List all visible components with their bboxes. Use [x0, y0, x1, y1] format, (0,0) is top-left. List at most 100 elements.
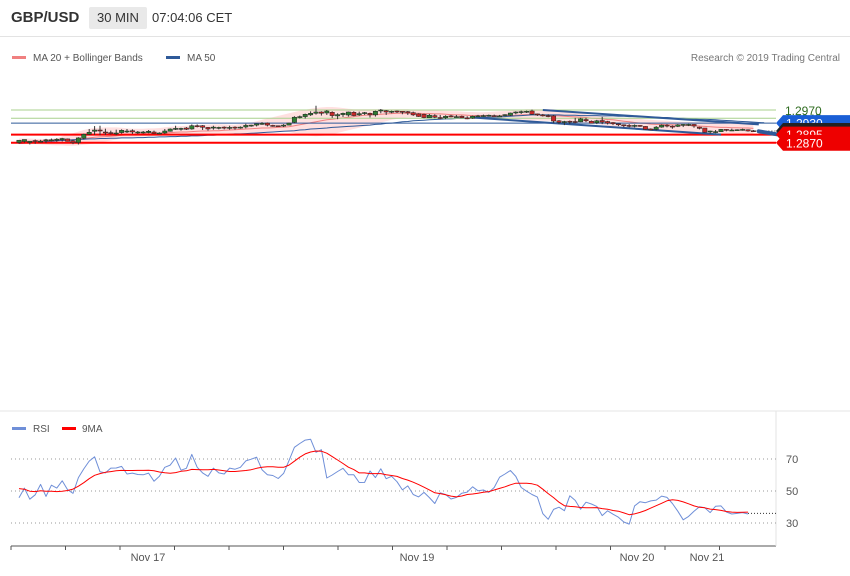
candle-body — [345, 111, 351, 116]
candle-body — [421, 114, 427, 118]
candle-body — [491, 115, 497, 117]
x-axis-label: Nov 17 — [131, 552, 166, 564]
channel-upper-line — [542, 109, 759, 126]
candle-body — [578, 118, 584, 123]
level-label-1.2970: 1.2970 — [785, 104, 822, 118]
rsi-tick-label: 50 — [786, 486, 798, 498]
candle-body — [453, 116, 459, 118]
candle-body — [210, 126, 216, 129]
candle-body — [486, 114, 492, 117]
candle-body — [308, 113, 314, 116]
candle-body — [583, 119, 589, 122]
candle-body — [464, 117, 470, 120]
candle-body — [394, 110, 400, 113]
candle-body — [113, 132, 119, 135]
candle-body — [102, 131, 108, 134]
candle-body — [653, 126, 659, 130]
candle-body — [626, 125, 632, 127]
candle-body — [275, 125, 281, 127]
candle-body — [588, 120, 594, 124]
candle-body — [59, 138, 65, 141]
candle-body — [189, 125, 195, 130]
legend-swatch-ma50 — [166, 56, 180, 59]
candle-body — [205, 127, 211, 130]
chart-header: GBP/USD 30 MIN 07:04:06 CET — [0, 0, 850, 37]
candle-body — [216, 127, 222, 129]
candle-body — [243, 125, 249, 128]
legend-swatch-ma20 — [12, 56, 26, 59]
candle-body — [696, 126, 702, 129]
candle-body — [707, 130, 713, 133]
candle-body — [702, 127, 708, 133]
candle-body — [70, 140, 76, 144]
candle-body — [642, 126, 648, 130]
rsi-line — [18, 438, 749, 525]
candle-body — [524, 111, 530, 113]
candle-body — [545, 115, 551, 117]
symbol-label: GBP/USD — [11, 9, 80, 26]
timeframe-button[interactable]: 30 MIN — [89, 7, 147, 29]
candle-body — [178, 128, 184, 130]
x-axis-label: Nov 20 — [620, 552, 655, 564]
candle-body — [675, 124, 681, 127]
candle-body — [254, 123, 260, 126]
legend-swatch-rsi-ma — [62, 427, 76, 430]
candle-body — [32, 140, 38, 142]
candle-body — [686, 124, 692, 126]
x-axis-label: Nov 21 — [690, 552, 725, 564]
candle-body — [21, 139, 27, 142]
candle-body — [610, 122, 616, 125]
candle-body — [567, 120, 573, 123]
candle-body — [54, 138, 60, 141]
candle-body — [540, 114, 546, 117]
candle-body — [167, 128, 173, 132]
legend-label-rsi: RSI — [33, 424, 50, 435]
candle-body — [669, 125, 675, 128]
candle-body — [389, 111, 395, 113]
candle-body — [194, 125, 200, 127]
candle-body — [475, 115, 481, 118]
candle-body — [156, 132, 162, 135]
candle-body — [615, 123, 621, 126]
candle-body — [124, 130, 130, 133]
legend-label-rsi-ma: 9MA — [82, 424, 103, 435]
clock-label: 07:04:06 CET — [152, 10, 233, 25]
rsi-tick-label: 70 — [786, 454, 798, 466]
candle-body — [594, 120, 600, 124]
legend-label-ma20: MA 20 + Bollinger Bands — [33, 53, 143, 64]
rsi-ma-line — [18, 450, 749, 516]
candle-body — [356, 113, 362, 116]
legend-swatch-rsi — [12, 427, 26, 430]
candle-body — [448, 115, 454, 118]
candle-body — [599, 120, 605, 123]
candle-body — [27, 140, 33, 143]
candle-body — [621, 124, 627, 127]
candle-body — [551, 115, 557, 122]
candle-body — [372, 111, 378, 116]
candle-body — [108, 132, 114, 134]
candle-body — [513, 111, 519, 114]
candle-body — [745, 129, 751, 132]
candle-body — [270, 125, 276, 127]
candle-body — [637, 125, 643, 127]
candle-body — [480, 115, 486, 117]
candle-body — [534, 113, 540, 116]
candle-body — [507, 112, 513, 116]
candle-body — [92, 129, 98, 132]
candle-body — [740, 129, 746, 131]
candle-body — [572, 121, 578, 123]
candle-body — [221, 126, 227, 129]
price-tag-1.2870 — [776, 134, 850, 151]
candle-body — [183, 127, 189, 130]
candle-body — [329, 112, 335, 116]
candle-body — [734, 129, 740, 131]
legend-label-ma50: MA 50 — [187, 53, 216, 64]
candle-body — [324, 110, 330, 114]
candle-body — [281, 124, 287, 127]
candle-body — [497, 115, 503, 118]
candle-body — [605, 121, 611, 124]
candle-body — [162, 130, 168, 134]
candle-body — [410, 112, 416, 116]
candle-body — [237, 126, 243, 129]
candle-body — [426, 114, 432, 119]
